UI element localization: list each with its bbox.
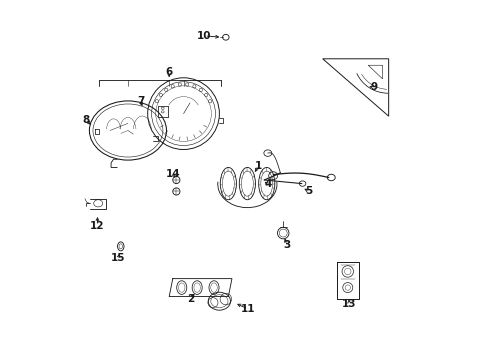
Text: 8: 8 — [82, 115, 89, 125]
Text: 9: 9 — [370, 82, 377, 93]
Text: 4: 4 — [264, 179, 271, 189]
Text: 12: 12 — [90, 221, 104, 231]
Text: 11: 11 — [241, 304, 255, 314]
Text: 5: 5 — [305, 186, 312, 197]
Text: 2: 2 — [187, 294, 194, 304]
Text: 6: 6 — [165, 67, 172, 77]
Text: 14: 14 — [166, 168, 181, 179]
Text: 1: 1 — [254, 161, 261, 171]
Text: 3: 3 — [283, 240, 290, 250]
Text: 15: 15 — [111, 253, 125, 263]
Text: 13: 13 — [341, 299, 356, 309]
Text: 7: 7 — [137, 96, 144, 106]
Text: 10: 10 — [197, 31, 211, 41]
